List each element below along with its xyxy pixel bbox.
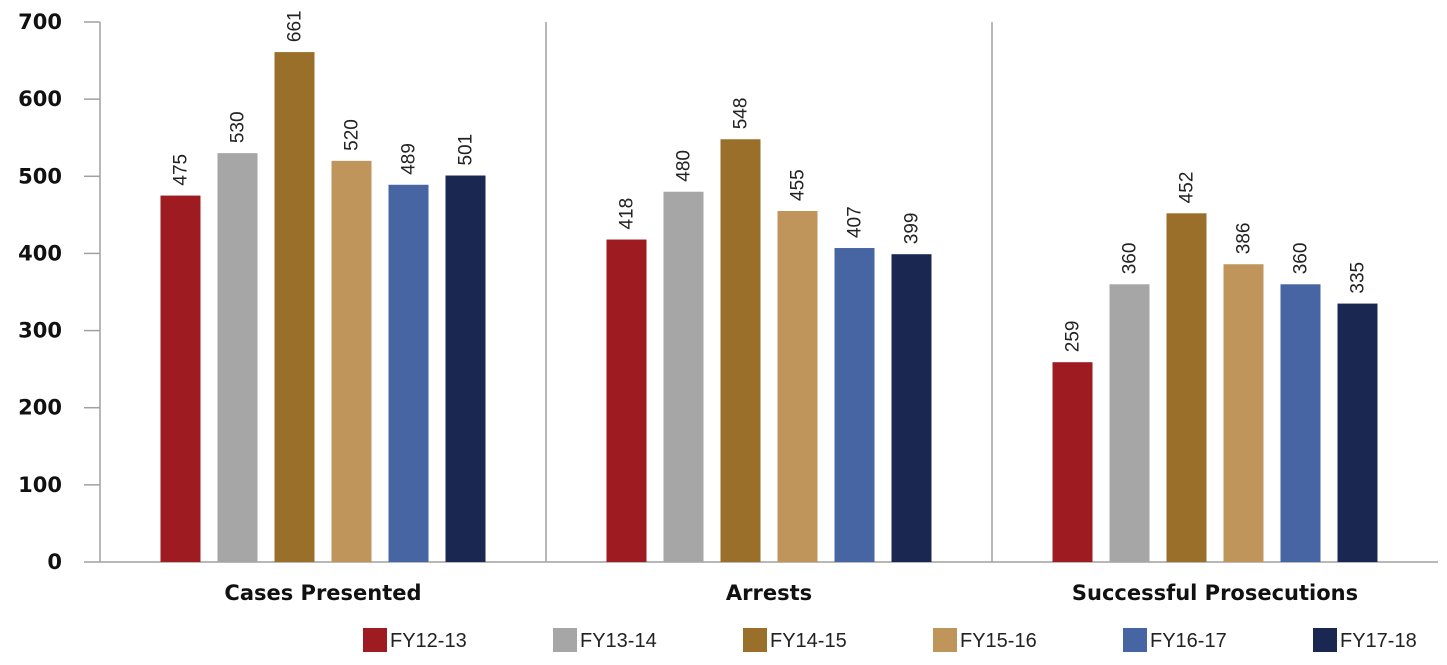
legend-swatch (1313, 628, 1337, 652)
legend: FY12-13 FY13-14 FY14-15 FY15-16 FY16-17 FY17-… (363, 628, 1417, 652)
bar (663, 191, 704, 562)
y-tick-label: 200 (18, 396, 62, 420)
bar (445, 175, 486, 562)
data-label: 386 (1234, 223, 1255, 255)
data-label: 501 (456, 134, 477, 166)
bar (388, 184, 429, 562)
bars (160, 52, 1378, 563)
data-label: 360 (1120, 243, 1141, 275)
bar (1280, 284, 1321, 562)
data-label: 418 (617, 198, 638, 230)
data-label: 661 (285, 10, 306, 42)
data-label: 548 (731, 98, 752, 130)
legend-label: FY14-15 (770, 630, 847, 652)
legend-label: FY15-16 (960, 630, 1037, 652)
data-label: 452 (1177, 172, 1198, 204)
legend-swatch (553, 628, 577, 652)
legend-swatch (363, 628, 387, 652)
bar (1052, 362, 1093, 562)
data-label: 399 (902, 212, 923, 244)
category-label: Successful Prosecutions (1072, 581, 1358, 605)
y-tick-label: 500 (18, 164, 62, 188)
y-tick-label: 0 (47, 550, 62, 574)
bar (217, 153, 258, 562)
legend-swatch (743, 628, 767, 652)
data-label: 489 (399, 143, 420, 175)
bar (606, 239, 647, 563)
y-tick-label: 400 (18, 241, 62, 265)
bar (1337, 303, 1378, 562)
y-tick-label: 700 (18, 10, 62, 34)
bar (720, 139, 761, 562)
bar (274, 52, 315, 562)
data-label: 530 (228, 111, 249, 143)
data-label: 259 (1063, 320, 1084, 352)
data-label: 480 (674, 150, 695, 182)
data-label: 360 (1291, 243, 1312, 275)
data-labels: 475 530 661 520 489 501 418 480 548 455 407 399 259 3… (171, 10, 1369, 352)
y-tick-label: 100 (18, 473, 62, 497)
data-label: 455 (788, 169, 809, 201)
axes (99, 22, 1438, 563)
data-label: 475 (171, 154, 192, 186)
y-tick-label: 300 (18, 319, 62, 343)
data-label: 520 (342, 119, 363, 151)
legend-label: FY12-13 (390, 630, 467, 652)
legend-label: FY13-14 (580, 630, 657, 652)
bar (1166, 213, 1207, 563)
data-label: 335 (1348, 262, 1369, 294)
bar (331, 160, 372, 562)
bar (1223, 264, 1264, 562)
legend-swatch (933, 628, 957, 652)
y-tick-label: 600 (18, 87, 62, 111)
category-labels: Cases Presented Arrests Successful Prosecu… (224, 581, 1358, 605)
category-label: Cases Presented (224, 581, 421, 605)
data-label: 407 (845, 206, 866, 238)
bar (160, 195, 201, 563)
bar (777, 211, 818, 562)
bar (834, 248, 875, 562)
legend-label: FY17-18 (1340, 630, 1417, 652)
legend-swatch (1123, 628, 1147, 652)
bar (891, 254, 932, 562)
bar (1109, 284, 1150, 562)
legend-label: FY16-17 (1150, 630, 1227, 652)
y-axis-ticks: 0 100 200 300 400 500 600 700 (18, 10, 100, 574)
category-label: Arrests (726, 581, 812, 605)
